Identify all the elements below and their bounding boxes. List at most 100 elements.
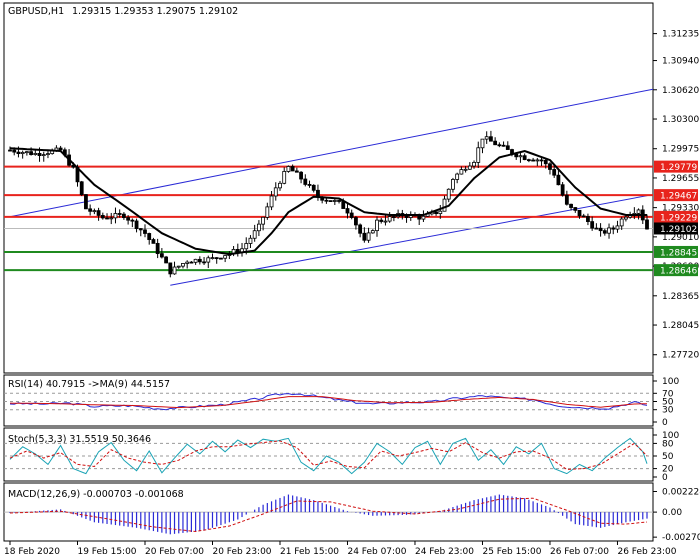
candle-body bbox=[164, 256, 168, 264]
candle-body bbox=[598, 227, 603, 232]
candle-body bbox=[586, 216, 590, 222]
level-price-label: 1.29229 bbox=[660, 213, 697, 223]
candle-body bbox=[370, 230, 375, 234]
candle-body bbox=[181, 263, 185, 267]
macd-title: MACD(12,26,9) -0.000703 -0.001068 bbox=[8, 489, 184, 500]
candle-body bbox=[311, 184, 316, 191]
current-price-label: 1.29102 bbox=[660, 225, 697, 235]
candle-body bbox=[354, 217, 358, 226]
time-tick-label: 24 Feb 07:00 bbox=[347, 547, 406, 557]
candle-body bbox=[105, 217, 109, 220]
candle-body bbox=[126, 217, 131, 221]
stoch-tick-label: 80 bbox=[662, 439, 674, 449]
candle-body bbox=[219, 257, 223, 260]
stoch-panel-frame bbox=[3, 427, 654, 482]
level-price-label: 1.29779 bbox=[660, 163, 697, 173]
candle-body bbox=[417, 215, 422, 220]
stoch-signal-line bbox=[9, 440, 648, 470]
candle-body bbox=[109, 217, 114, 220]
candle-body bbox=[484, 136, 489, 140]
candle-body bbox=[645, 219, 649, 230]
rsi-panel-frame bbox=[3, 374, 654, 427]
candle-body bbox=[46, 153, 50, 156]
candle-body bbox=[176, 265, 181, 268]
candle-body bbox=[147, 233, 152, 240]
candle-body bbox=[602, 230, 607, 234]
rsi-tick-label: 70 bbox=[662, 389, 674, 399]
candle-body bbox=[505, 145, 510, 150]
candle-body bbox=[497, 144, 502, 147]
candle-body bbox=[33, 153, 38, 155]
candle-body bbox=[24, 151, 29, 154]
candle-body bbox=[113, 213, 118, 219]
candle-body bbox=[79, 181, 84, 196]
candle-body bbox=[611, 227, 616, 230]
candle-body bbox=[282, 171, 287, 184]
candle-body bbox=[214, 257, 219, 260]
candle-body bbox=[375, 219, 379, 232]
time-tick-label: 20 Feb 23:00 bbox=[212, 547, 271, 557]
candle-body bbox=[294, 170, 299, 173]
candle-body bbox=[273, 187, 278, 197]
candle-body bbox=[501, 144, 506, 147]
candle-body bbox=[307, 184, 312, 186]
stoch-title: Stoch(5,3,3) 31.5519 50.3646 bbox=[8, 434, 151, 445]
candle-body bbox=[235, 248, 240, 253]
candle-body bbox=[577, 209, 582, 217]
candle-body bbox=[151, 239, 156, 244]
rsi-tick-label: 50 bbox=[662, 398, 674, 408]
candle-body bbox=[594, 227, 599, 230]
candle-body bbox=[256, 223, 261, 232]
candle-body bbox=[202, 261, 206, 264]
level-price-label: 1.29467 bbox=[660, 192, 697, 202]
price-tick-label: 1.30300 bbox=[662, 115, 699, 125]
level-price-label: 1.28646 bbox=[660, 267, 697, 277]
candle-body bbox=[159, 253, 164, 258]
candle-body bbox=[421, 215, 426, 220]
current-price-tag bbox=[654, 222, 698, 235]
candle-body bbox=[636, 209, 641, 214]
candle-body bbox=[8, 149, 12, 152]
symbol-title: GBPUSD,H1 bbox=[8, 6, 64, 17]
level-price-tag bbox=[654, 210, 698, 223]
time-tick-label: 18 Feb 2020 bbox=[4, 547, 60, 557]
candle-body bbox=[210, 257, 215, 260]
candle-body bbox=[615, 225, 620, 230]
candle-body bbox=[590, 221, 595, 229]
candle-body bbox=[20, 152, 25, 155]
candle-body bbox=[172, 266, 177, 275]
candle-body bbox=[261, 216, 266, 225]
candle-body bbox=[96, 210, 101, 216]
macd-tick-label: 0.002228 bbox=[662, 488, 700, 498]
macd-panel: 0.002228 0.00 -0.002707 MACD(12,26,9) -0.0… bbox=[3, 482, 700, 543]
candle-body bbox=[573, 207, 578, 211]
candle-body bbox=[16, 151, 21, 155]
candle-body bbox=[463, 168, 468, 171]
candle-body bbox=[337, 200, 341, 202]
candle-body bbox=[143, 229, 147, 234]
candle-body bbox=[88, 208, 93, 212]
candle-body bbox=[290, 166, 295, 172]
candle-body bbox=[223, 255, 228, 259]
moving-average-line bbox=[9, 147, 647, 256]
level-price-tag bbox=[654, 189, 698, 202]
candle-body bbox=[539, 159, 544, 162]
candle-body bbox=[155, 242, 160, 255]
candle-body bbox=[404, 215, 409, 218]
candle-body bbox=[531, 159, 535, 162]
time-tick-label: 26 Feb 07:00 bbox=[550, 547, 609, 557]
price-tick-label: 1.29010 bbox=[662, 233, 699, 243]
time-axis: 18 Feb 2020 19 Feb 15:00 20 Feb 07:00 20 Fe… bbox=[4, 541, 677, 557]
candle-body bbox=[12, 149, 17, 153]
candle-body bbox=[548, 163, 552, 170]
macd-signal-line bbox=[9, 497, 648, 533]
time-tick-label: 19 Feb 15:00 bbox=[77, 547, 136, 557]
candle-body bbox=[522, 155, 527, 161]
candle-body bbox=[248, 237, 253, 244]
candle-body bbox=[265, 206, 270, 218]
candle-body bbox=[526, 159, 531, 162]
rsi-ma-line bbox=[9, 396, 648, 409]
time-tick-label: 24 Feb 23:00 bbox=[415, 547, 474, 557]
